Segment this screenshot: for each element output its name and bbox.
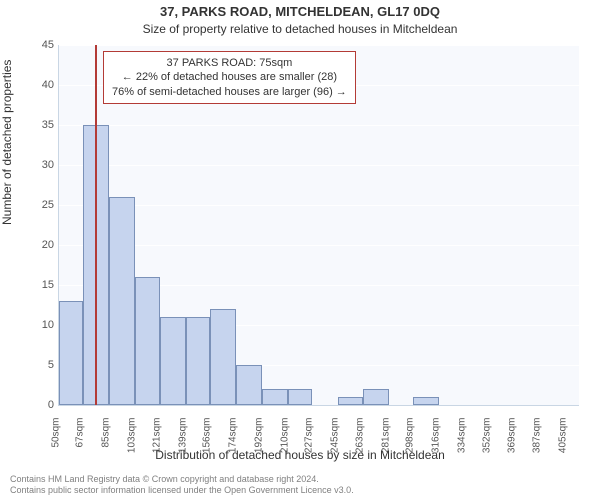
y-tick-label: 10 — [24, 319, 54, 331]
histogram-bar — [363, 389, 389, 405]
gridline-h — [59, 125, 579, 126]
page-title: 37, PARKS ROAD, MITCHELDEAN, GL17 0DQ — [0, 4, 600, 19]
histogram-bar — [210, 309, 236, 405]
annot-line-3: 76% of semi-detached houses are larger (… — [112, 85, 347, 99]
histogram-bar — [186, 317, 210, 405]
x-axis-label: Distribution of detached houses by size … — [0, 448, 600, 462]
gridline-h — [59, 245, 579, 246]
y-tick-label: 40 — [24, 79, 54, 91]
footer-attribution: Contains HM Land Registry data © Crown c… — [10, 474, 354, 497]
histogram-bar — [262, 389, 288, 405]
property-marker-line — [95, 45, 97, 405]
histogram-bar — [288, 389, 312, 405]
histogram-bar — [109, 197, 135, 405]
y-tick-label: 45 — [24, 39, 54, 51]
annot-line-2: ← 22% of detached houses are smaller (28… — [112, 70, 347, 84]
y-tick-label: 15 — [24, 279, 54, 291]
y-tick-label: 25 — [24, 199, 54, 211]
gridline-h — [59, 205, 579, 206]
y-tick-label: 30 — [24, 159, 54, 171]
histogram-bar — [59, 301, 83, 405]
annot-line-1: 37 PARKS ROAD: 75sqm — [112, 56, 347, 70]
histogram-bar — [338, 397, 364, 405]
histogram-bar — [413, 397, 439, 405]
y-tick-label: 35 — [24, 119, 54, 131]
histogram-bar — [135, 277, 161, 405]
plot-area: 37 PARKS ROAD: 75sqm← 22% of detached ho… — [58, 45, 579, 406]
histogram-bar — [160, 317, 186, 405]
footer-line-2: Contains public sector information licen… — [10, 485, 354, 496]
histogram-bar — [236, 365, 262, 405]
y-tick-label: 0 — [24, 399, 54, 411]
y-axis-label: Number of detached properties — [0, 60, 14, 225]
annotation-box: 37 PARKS ROAD: 75sqm← 22% of detached ho… — [103, 51, 356, 104]
gridline-h — [59, 45, 579, 46]
y-tick-label: 20 — [24, 239, 54, 251]
chart-subtitle: Size of property relative to detached ho… — [0, 22, 600, 36]
gridline-h — [59, 165, 579, 166]
y-tick-label: 5 — [24, 359, 54, 371]
footer-line-1: Contains HM Land Registry data © Crown c… — [10, 474, 354, 485]
